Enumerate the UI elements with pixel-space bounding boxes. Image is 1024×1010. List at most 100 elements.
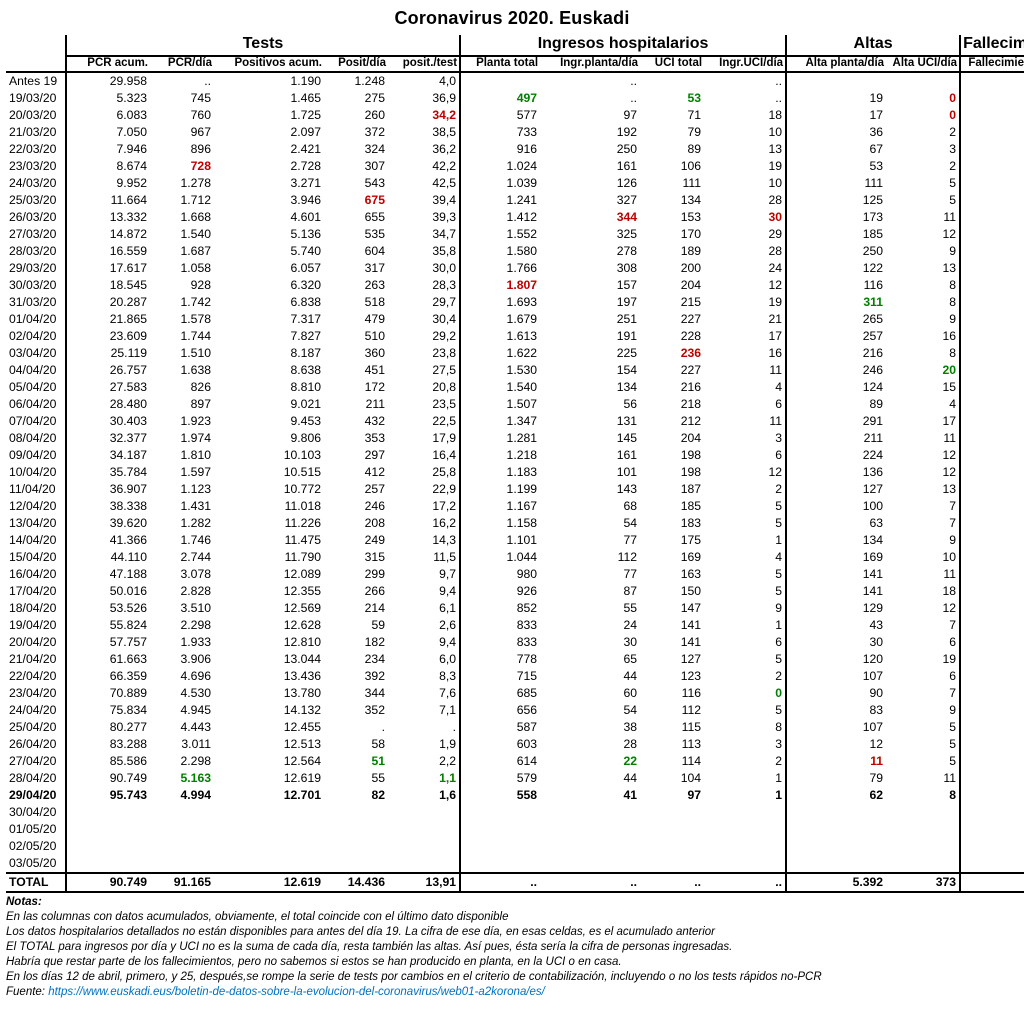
data-cell: 7.317: [214, 311, 324, 328]
date-cell: 19/03/20: [6, 90, 66, 107]
data-cell: [786, 838, 886, 855]
data-cell: 3.906: [150, 651, 214, 668]
date-cell: 10/04/20: [6, 464, 66, 481]
data-cell: 3.271: [214, 175, 324, 192]
data-cell: 27: [960, 209, 1024, 226]
data-cell: 30,0: [388, 260, 460, 277]
data-cell: 18: [886, 583, 960, 600]
data-cell: 218: [640, 396, 704, 413]
data-cell: 13,91: [388, 873, 460, 892]
data-cell: 604: [324, 243, 388, 260]
data-cell: 125: [786, 192, 886, 209]
table-row: 07/04/2030.4031.9239.45343222,51.3471312…: [6, 413, 1024, 430]
col-header: PCR/día: [150, 56, 214, 72]
data-cell: 9,4: [388, 634, 460, 651]
data-cell: 44: [540, 668, 640, 685]
table-row: 25/04/2080.2774.44312.455..5873811581075…: [6, 719, 1024, 736]
data-cell: 656: [460, 702, 540, 719]
date-cell: Antes 19: [6, 72, 66, 90]
data-cell: 44: [540, 770, 640, 787]
data-cell: 85.586: [66, 753, 150, 770]
data-cell: 1.580: [460, 243, 540, 260]
data-cell: 25,8: [388, 464, 460, 481]
data-cell: 18: [960, 719, 1024, 736]
data-cell: 3.011: [150, 736, 214, 753]
data-cell: 28: [540, 736, 640, 753]
data-cell: 4: [886, 396, 960, 413]
data-cell: 33: [960, 345, 1024, 362]
data-cell: 2: [704, 668, 786, 685]
col-header: posit./test: [388, 56, 460, 72]
data-cell: 926: [460, 583, 540, 600]
data-cell: 126: [540, 175, 640, 192]
data-cell: 77: [540, 532, 640, 549]
data-cell: 5: [886, 175, 960, 192]
data-cell: 14.132: [214, 702, 324, 719]
data-cell: 113: [640, 736, 704, 753]
data-cell: 35: [960, 566, 1024, 583]
date-cell: 02/04/20: [6, 328, 66, 345]
data-cell: 30: [704, 209, 786, 226]
data-cell: 197: [540, 294, 640, 311]
data-cell: 24: [704, 260, 786, 277]
data-cell: 12.810: [214, 634, 324, 651]
data-cell: 13: [886, 260, 960, 277]
data-cell: 28: [960, 583, 1024, 600]
data-cell: 0: [886, 90, 960, 107]
data-cell: 587: [460, 719, 540, 736]
data-cell: 1.725: [214, 107, 324, 124]
data-cell: 655: [324, 209, 388, 226]
data-cell: 497: [460, 90, 540, 107]
data-cell: 7: [886, 617, 960, 634]
data-cell: 7: [886, 515, 960, 532]
data-cell: 16,4: [388, 447, 460, 464]
data-cell: 392: [324, 668, 388, 685]
data-cell: 11: [886, 566, 960, 583]
data-cell: 6: [886, 668, 960, 685]
data-cell: 728: [150, 158, 214, 175]
data-cell: 297: [324, 447, 388, 464]
data-cell: 18: [704, 107, 786, 124]
table-row: 12/04/2038.3381.43111.01824617,21.167681…: [6, 498, 1024, 515]
data-cell: 1.507: [460, 396, 540, 413]
data-cell: 1,9: [388, 736, 460, 753]
data-cell: [460, 838, 540, 855]
section-fall: Fallecimientos: [960, 35, 1024, 56]
data-cell: 263: [324, 277, 388, 294]
table-row: 09/04/2034.1871.81010.10329716,41.218161…: [6, 447, 1024, 464]
date-cell: 23/04/20: [6, 685, 66, 702]
data-cell: [886, 72, 960, 90]
source-link[interactable]: https://www.euskadi.eus/boletin-de-datos…: [48, 986, 545, 998]
data-cell: 123: [640, 668, 704, 685]
data-cell: 127: [786, 481, 886, 498]
col-header: Ingr.planta/día: [540, 56, 640, 72]
data-cell: 17: [704, 328, 786, 345]
table-row: Antes 1929.958..1.1901.2484,0....50: [6, 72, 1024, 90]
data-cell: [786, 855, 886, 873]
note-line: El TOTAL para ingresos por día y UCI no …: [6, 940, 1018, 955]
table-body: Antes 1929.958..1.1901.2484,0....5019/03…: [6, 72, 1024, 892]
date-cell: 22/04/20: [6, 668, 66, 685]
date-cell: 04/04/20: [6, 362, 66, 379]
data-cell: 101: [540, 464, 640, 481]
data-cell: 150: [640, 583, 704, 600]
data-cell: 111: [640, 175, 704, 192]
data-cell: 187: [640, 481, 704, 498]
data-cell: [150, 855, 214, 873]
date-cell: 24/03/20: [6, 175, 66, 192]
data-cell: 4,0: [388, 72, 460, 90]
data-cell: 1.412: [460, 209, 540, 226]
data-cell: 1.668: [150, 209, 214, 226]
date-cell: 07/04/20: [6, 413, 66, 430]
data-cell: 4: [704, 379, 786, 396]
date-cell: TOTAL: [6, 873, 66, 892]
data-cell: 10: [886, 549, 960, 566]
data-cell: 12: [886, 464, 960, 481]
data-cell: 42,2: [388, 158, 460, 175]
data-cell: [324, 821, 388, 838]
data-cell: 510: [324, 328, 388, 345]
data-cell: 62: [786, 787, 886, 804]
data-cell: 12: [886, 226, 960, 243]
data-cell: 8.187: [214, 345, 324, 362]
data-cell: 79: [786, 770, 886, 787]
